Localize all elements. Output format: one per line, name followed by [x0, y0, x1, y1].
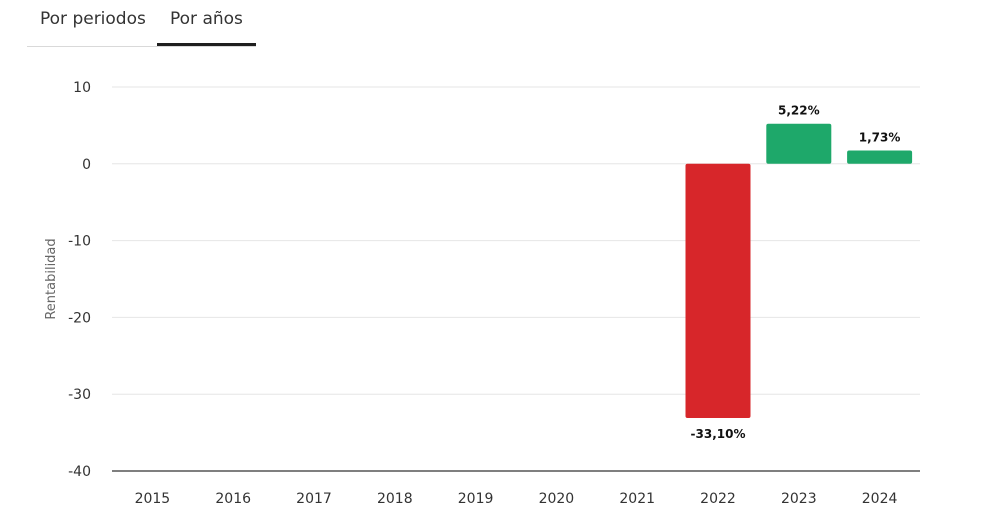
tab-por-periodos-label: Por periodos: [40, 9, 146, 29]
bar-2024[interactable]: [847, 150, 913, 164]
x-tick-label: 2015: [135, 491, 171, 507]
y-tick-label: -20: [68, 310, 91, 326]
x-tick-label: 2023: [781, 491, 817, 507]
y-tick-label: -40: [68, 464, 91, 480]
x-tick-label: 2022: [700, 491, 736, 507]
tab-por-anos-label: Por años: [170, 9, 243, 29]
y-tick-label: -30: [68, 387, 91, 403]
x-tick-label: 2016: [215, 491, 251, 507]
y-tick-label: -10: [68, 234, 91, 250]
x-tick-label: 2021: [619, 491, 655, 507]
y-tick-labels: 10 0 -10 -20 -30 -40: [68, 80, 91, 480]
data-label-2022: -33,10%: [691, 427, 746, 441]
y-axis-label: Rentabilidad: [44, 238, 59, 319]
x-tick-label: 2020: [539, 491, 575, 507]
x-tick-label: 2024: [862, 491, 898, 507]
tab-bar: Por periodos Por años: [27, 0, 256, 47]
y-tick-label: 10: [73, 80, 91, 96]
x-tick-labels: 2015 2016 2017 2018 2019 2020 2021 2022 2023 2024: [135, 491, 898, 507]
tab-por-anos[interactable]: Por años: [157, 7, 256, 46]
y-tick-label: 0: [82, 157, 91, 173]
x-tick-label: 2019: [458, 491, 494, 507]
bar-2023[interactable]: [766, 123, 832, 164]
data-label-2023: 5,22%: [778, 104, 820, 118]
grid-lines: [112, 86, 920, 472]
x-tick-label: 2017: [296, 491, 332, 507]
bars: [685, 123, 913, 419]
x-tick-label: 2018: [377, 491, 413, 507]
tab-por-periodos[interactable]: Por periodos: [40, 7, 150, 46]
bar-2022[interactable]: [685, 163, 751, 419]
data-labels: -33,10% 5,22% 1,73%: [691, 104, 901, 441]
data-label-2024: 1,73%: [859, 131, 901, 145]
